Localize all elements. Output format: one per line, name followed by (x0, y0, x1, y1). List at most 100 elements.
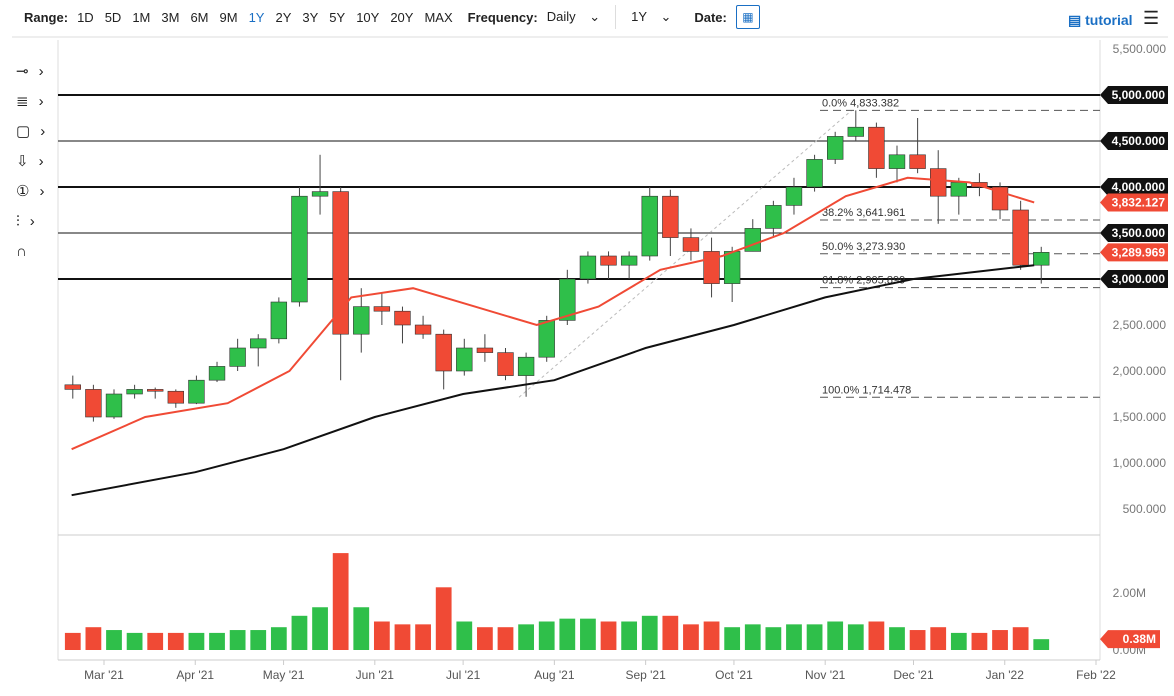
candle-body (456, 347, 473, 372)
x-tick-label: Jun '21 (356, 668, 395, 682)
y-tick-label: 5,500.000 (1113, 42, 1167, 56)
x-tick-label: Aug '21 (534, 668, 575, 682)
candle-body (868, 126, 885, 169)
x-tick-label: Sep '21 (625, 668, 666, 682)
hline-price-tag: 3,500.000 (1112, 226, 1166, 240)
candle-body (208, 366, 226, 381)
fib-level-label: 0.0% 4,833.382 (822, 97, 899, 109)
candle-body (827, 136, 844, 160)
fib-tool[interactable]: ≣ › (16, 86, 45, 116)
fib-trendline (518, 109, 853, 398)
chevron-right-icon: › (38, 92, 44, 110)
volume-bar (703, 621, 720, 650)
candle-body (311, 191, 329, 197)
range-6m[interactable]: 6M (190, 9, 209, 25)
menu-icon[interactable]: ☰ (1143, 8, 1160, 28)
range-5d[interactable]: 5D (104, 9, 122, 25)
candle-body (559, 278, 576, 321)
volume-bar (868, 621, 885, 650)
candle-body (353, 306, 370, 335)
candle-body (641, 195, 658, 257)
range-3m[interactable]: 3M (161, 9, 180, 25)
volume-bar (291, 615, 308, 650)
candle-body (270, 301, 288, 340)
divider (615, 5, 617, 29)
range-3y[interactable]: 3Y (302, 9, 319, 25)
ma50-price-tag: 3,832.127 (1112, 195, 1166, 209)
volume-bar (683, 624, 699, 650)
arrow-tool[interactable]: ⇩ › (16, 146, 45, 176)
candle-body (126, 389, 143, 395)
range-2y[interactable]: 2Y (275, 9, 292, 25)
hline-price-tag-bg (1100, 178, 1168, 196)
candle-body (579, 255, 597, 280)
volume-bar (435, 587, 452, 650)
volume-bar (85, 627, 102, 650)
volume-bar (106, 630, 122, 650)
range-20y[interactable]: 20Y (390, 9, 414, 25)
volume-bar (1012, 627, 1029, 650)
range-1m[interactable]: 1M (132, 9, 151, 25)
range-5y[interactable]: 5Y (329, 9, 346, 25)
candle-body (1033, 252, 1050, 266)
ma50-price-tag-bg (1100, 193, 1168, 212)
rectangle-icon: ▢ (16, 123, 31, 140)
x-tick-label: Jan '22 (986, 668, 1025, 682)
ma50-line (71, 176, 1035, 451)
hline-price-tag-bg (1100, 224, 1168, 242)
volume-bar (889, 627, 905, 650)
frequency-value: Daily (546, 9, 576, 24)
candle-body (806, 159, 823, 188)
candle-body (744, 228, 761, 252)
volume-last-tag: 0.38M (1123, 632, 1156, 646)
hline-price-tag: 5,000.000 (1112, 88, 1166, 102)
volume-bar (147, 632, 164, 650)
line-icon: ⊸ (16, 63, 29, 80)
candle-body (847, 126, 864, 137)
candle-body (1012, 209, 1029, 266)
volume-bar (641, 615, 658, 650)
tutorial-link[interactable]: ▤ tutorial (1068, 12, 1133, 29)
number-tool[interactable]: ① › (16, 176, 45, 206)
volume-bar (312, 607, 328, 650)
x-tick-label: May '21 (263, 668, 305, 682)
volume-bar (662, 615, 679, 650)
last-price-tag: 3,289.969 (1112, 245, 1166, 259)
pattern-tool[interactable]: ⫶ › (16, 206, 45, 236)
y-tick-label: 500.000 (1123, 502, 1167, 516)
candle-body (723, 251, 741, 284)
line-tool[interactable]: ⊸ › (16, 56, 45, 86)
y-tick-label: 2,000.000 (1113, 364, 1167, 378)
volume-bar (456, 621, 473, 650)
volume-bar (64, 632, 81, 650)
range-9m[interactable]: 9M (219, 9, 238, 25)
date-label: Date: (694, 9, 727, 25)
rect-tool[interactable]: ▢ › (16, 116, 45, 146)
range-1d[interactable]: 1D (77, 9, 94, 25)
range-10y[interactable]: 10Y (356, 9, 380, 25)
chevron-right-icon: › (40, 122, 46, 140)
x-tick-label: Nov '21 (805, 668, 846, 682)
pattern-icon: ⫶ (16, 212, 20, 230)
volume-bar (930, 627, 947, 650)
frequency-label: Frequency: (467, 9, 538, 25)
y-tick-label: 2,500.000 (1113, 318, 1167, 332)
volume-bar (786, 624, 802, 650)
magnet-tool[interactable]: ∩ (16, 236, 45, 266)
volume-bar (353, 607, 370, 650)
candle-body (229, 347, 246, 367)
calendar-button[interactable]: ▦ (735, 5, 760, 29)
candle-body (765, 205, 782, 229)
range-max[interactable]: MAX (424, 9, 453, 25)
volume-bar (909, 630, 926, 650)
range-1y[interactable]: 1Y (248, 9, 265, 25)
period-select[interactable]: 1Y ⌄ (631, 9, 671, 25)
y-tick-label: 1,000.000 (1113, 456, 1167, 470)
candle-body (950, 182, 968, 197)
frequency-select[interactable]: Daily ⌄ (547, 9, 600, 25)
volume-tick-label: 2.00M (1113, 586, 1146, 600)
candle-body (167, 390, 185, 404)
volume-bar (765, 627, 782, 650)
volume-bar (518, 624, 534, 650)
